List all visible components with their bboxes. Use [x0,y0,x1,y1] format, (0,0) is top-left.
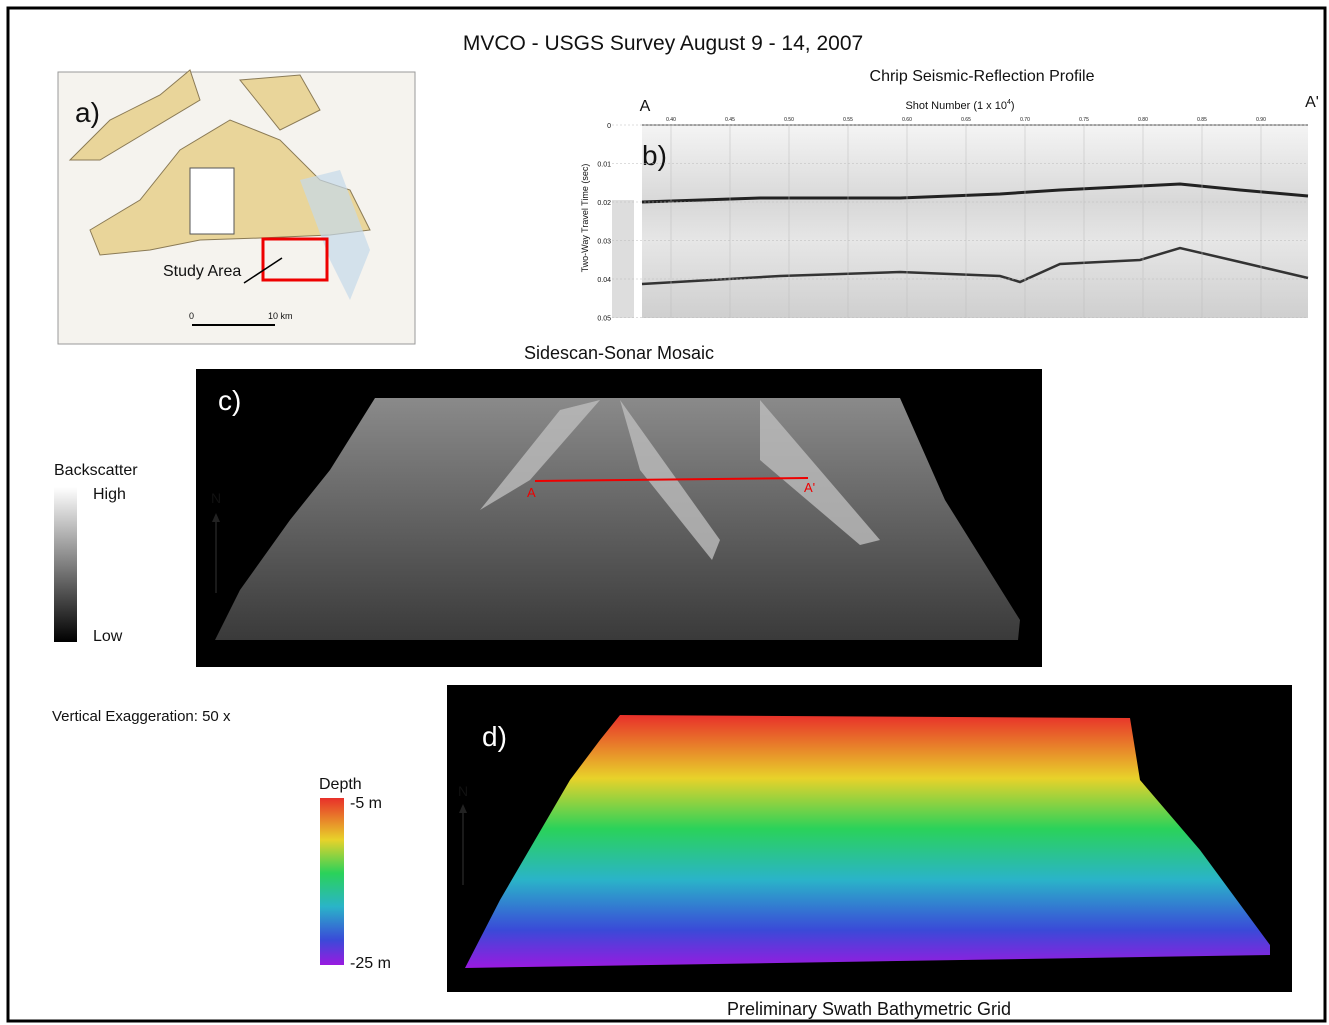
panel-label: b) [642,140,667,171]
scale-label: 0 [189,311,194,321]
inset [190,168,234,234]
x-tick-label: 0.80 [1138,117,1148,123]
x-tick-label: 0.50 [784,117,794,123]
axis-title-end: ) [1011,100,1015,112]
figure-title: MVCO - USGS Survey August 9 - 14, 2007 [463,32,863,55]
x-tick-label: 0.90 [1256,117,1266,123]
x-tick-label: 0.70 [1020,117,1030,123]
figure: MVCO - USGS Survey August 9 - 14, 2007 a… [0,0,1329,1025]
profile-end: A [640,98,651,115]
y-tick-label: 0.02 [597,200,611,207]
profile-panel: Chrip Seismic-Reflection Profile Shot Nu… [580,68,1319,323]
panel-title: Sidescan-Sonar Mosaic [524,343,714,363]
panel-title: Chrip Seismic-Reflection Profile [870,68,1095,85]
axis-title-text: Shot Number (1 x 10 [905,100,1007,112]
y-tick-label: 0.03 [597,239,611,246]
axis-title: Two-Way Travel Time (sec) [580,164,590,273]
legend-title: Backscatter [54,462,138,479]
note: Vertical Exaggeration: 50 x [52,708,231,725]
legend-label: -25 m [350,955,391,972]
y-tick-label: 0.01 [597,162,611,169]
x-tick-label: 0.85 [1197,117,1207,123]
y-tick-label: 0.04 [597,277,611,284]
panel-label: d) [482,721,507,752]
x-tick-label: 0.55 [843,117,853,123]
x-tick-label: 0.45 [725,117,735,123]
y-tick-label: 0.05 [597,316,611,323]
legend-title: Depth [319,776,362,793]
x-tick-label: 0.65 [961,117,971,123]
north-label: N [458,783,468,799]
sidescan-panel: Sidescan-Sonar Mosaic A A' c) Backscatte… [54,343,1042,667]
axis-title: Shot Number (1 x 104) [905,99,1014,112]
bathymetry-panel: d) Preliminary Swath Bathymetric Grid De… [319,685,1292,1019]
line-label: A [527,485,536,500]
panel-label: c) [218,385,241,416]
line-label: A' [804,480,815,495]
map-panel: a) Study Area 0 10 km [58,70,415,344]
scale-label: 10 km [268,311,293,321]
legend-label: -5 m [350,795,382,812]
panel-label: a) [75,97,100,128]
y-tick-label: 0 [607,123,611,130]
legend-colorbar [54,487,77,642]
legend-label: High [93,486,126,503]
legend-label: Low [93,628,123,645]
profile-end: A' [1305,94,1319,111]
profile-image [642,125,1308,318]
caption: Preliminary Swath Bathymetric Grid [727,999,1011,1019]
legend-colorbar [320,798,344,965]
x-tick-label: 0.40 [666,117,676,123]
annotation: Study Area [163,263,241,280]
profile-image [612,200,634,318]
x-tick-label: 0.60 [902,117,912,123]
north-label: N [211,490,221,506]
x-tick-label: 0.75 [1079,117,1089,123]
